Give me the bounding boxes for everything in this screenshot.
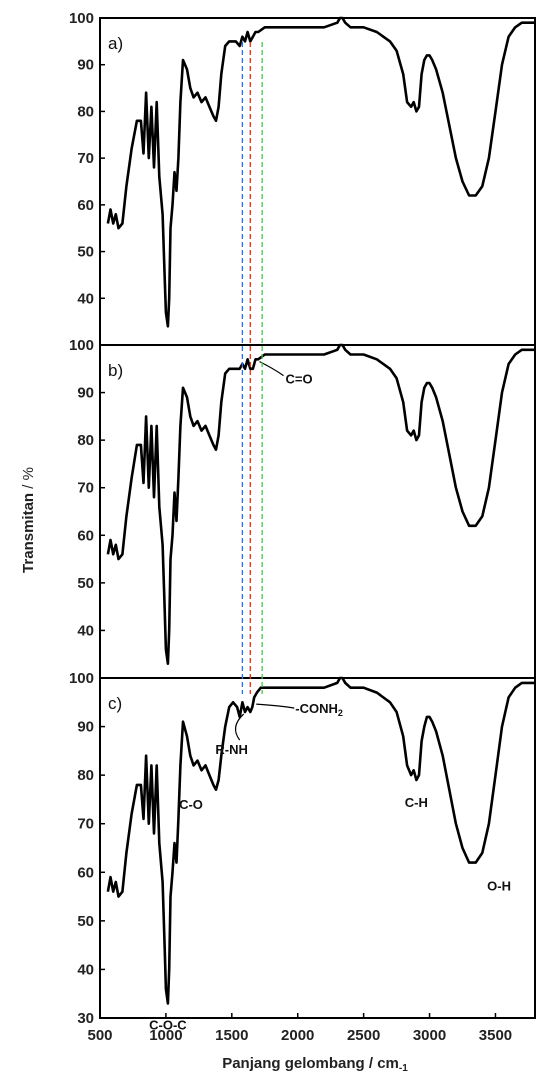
panel-label: c) (108, 694, 122, 713)
annotation-label: R-NH (215, 742, 248, 757)
x-axis-title: Panjang gelombang / cm-1 (222, 1055, 408, 1074)
x-tick-label: 2000 (281, 1027, 314, 1044)
x-tick-label: 2500 (347, 1027, 380, 1044)
annotation-text: C=O (286, 372, 313, 387)
annotation-label: C-O-C (149, 1017, 187, 1032)
panel-3: 30 40 50 60 70 80 90 100 500 1000 1500 2000 2500 3000… (69, 670, 536, 1044)
y-tick-label: 70 (77, 150, 94, 167)
y-tick-label: 80 (77, 103, 94, 120)
annotation-text: C-H (405, 795, 428, 810)
y-tick-label: 90 (77, 385, 94, 402)
annotation-text: C-O-C (149, 1017, 187, 1032)
y-tick-label: 100 (69, 10, 94, 27)
y-tick-label: 50 (77, 575, 94, 592)
x-tick-label: 1500 (215, 1027, 248, 1044)
y-axis-title: Transmitan / % (20, 467, 37, 573)
y-tick-label: 100 (69, 337, 94, 354)
panel-frame (99, 677, 536, 1019)
panel-label: b) (108, 361, 123, 380)
annotation-label: C-H (405, 795, 428, 810)
annotation-subscript: 2 (338, 708, 343, 718)
y-tick-label: 70 (77, 480, 94, 497)
annotation-text: R-NH (215, 742, 248, 757)
panel-label: a) (108, 34, 123, 53)
y-tick-label: 60 (77, 197, 94, 214)
annotation-leader (234, 713, 245, 741)
x-tick-label: 500 (87, 1027, 112, 1044)
y-tick-label: 60 (77, 864, 94, 881)
y-tick-label: 50 (77, 244, 94, 261)
panel-2: 40 50 60 70 80 90 100 b) C=O (69, 337, 536, 679)
annotation-label: O-H (487, 879, 511, 894)
y-tick-label: 40 (77, 290, 94, 307)
annotation-leader (259, 361, 284, 377)
y-tick-label: 60 (77, 527, 94, 544)
y-tick-label: 30 (77, 1010, 94, 1027)
y-tick-label: 90 (77, 57, 94, 74)
y-tick-label: 50 (77, 913, 94, 930)
y-tick-label: 80 (77, 432, 94, 449)
spectrum-line (106, 676, 535, 1005)
y-tick-label: 90 (77, 719, 94, 736)
panel-1: 40 50 60 70 80 90 100 a) (69, 10, 536, 346)
x-tick-label: 3500 (479, 1027, 512, 1044)
spectrum-line (106, 343, 535, 665)
annotation-text: -CONH (295, 701, 338, 716)
x-tick-label: 3000 (413, 1027, 446, 1044)
x-tick-label: 1000 (149, 1027, 182, 1044)
y-tick-label: 40 (77, 961, 94, 978)
annotation-label: -CONH2 (295, 701, 343, 718)
annotation-label: C-O (179, 797, 203, 812)
annotation-text: O-H (487, 879, 511, 894)
y-tick-label: 100 (69, 670, 94, 687)
annotation-leader (256, 703, 295, 709)
annotation-label: C=O (286, 372, 313, 387)
spectrum-line (106, 16, 535, 328)
annotation-text: C-O (179, 797, 203, 812)
y-tick-label: 40 (77, 622, 94, 639)
y-tick-label: 80 (77, 767, 94, 784)
y-tick-label: 70 (77, 816, 94, 833)
